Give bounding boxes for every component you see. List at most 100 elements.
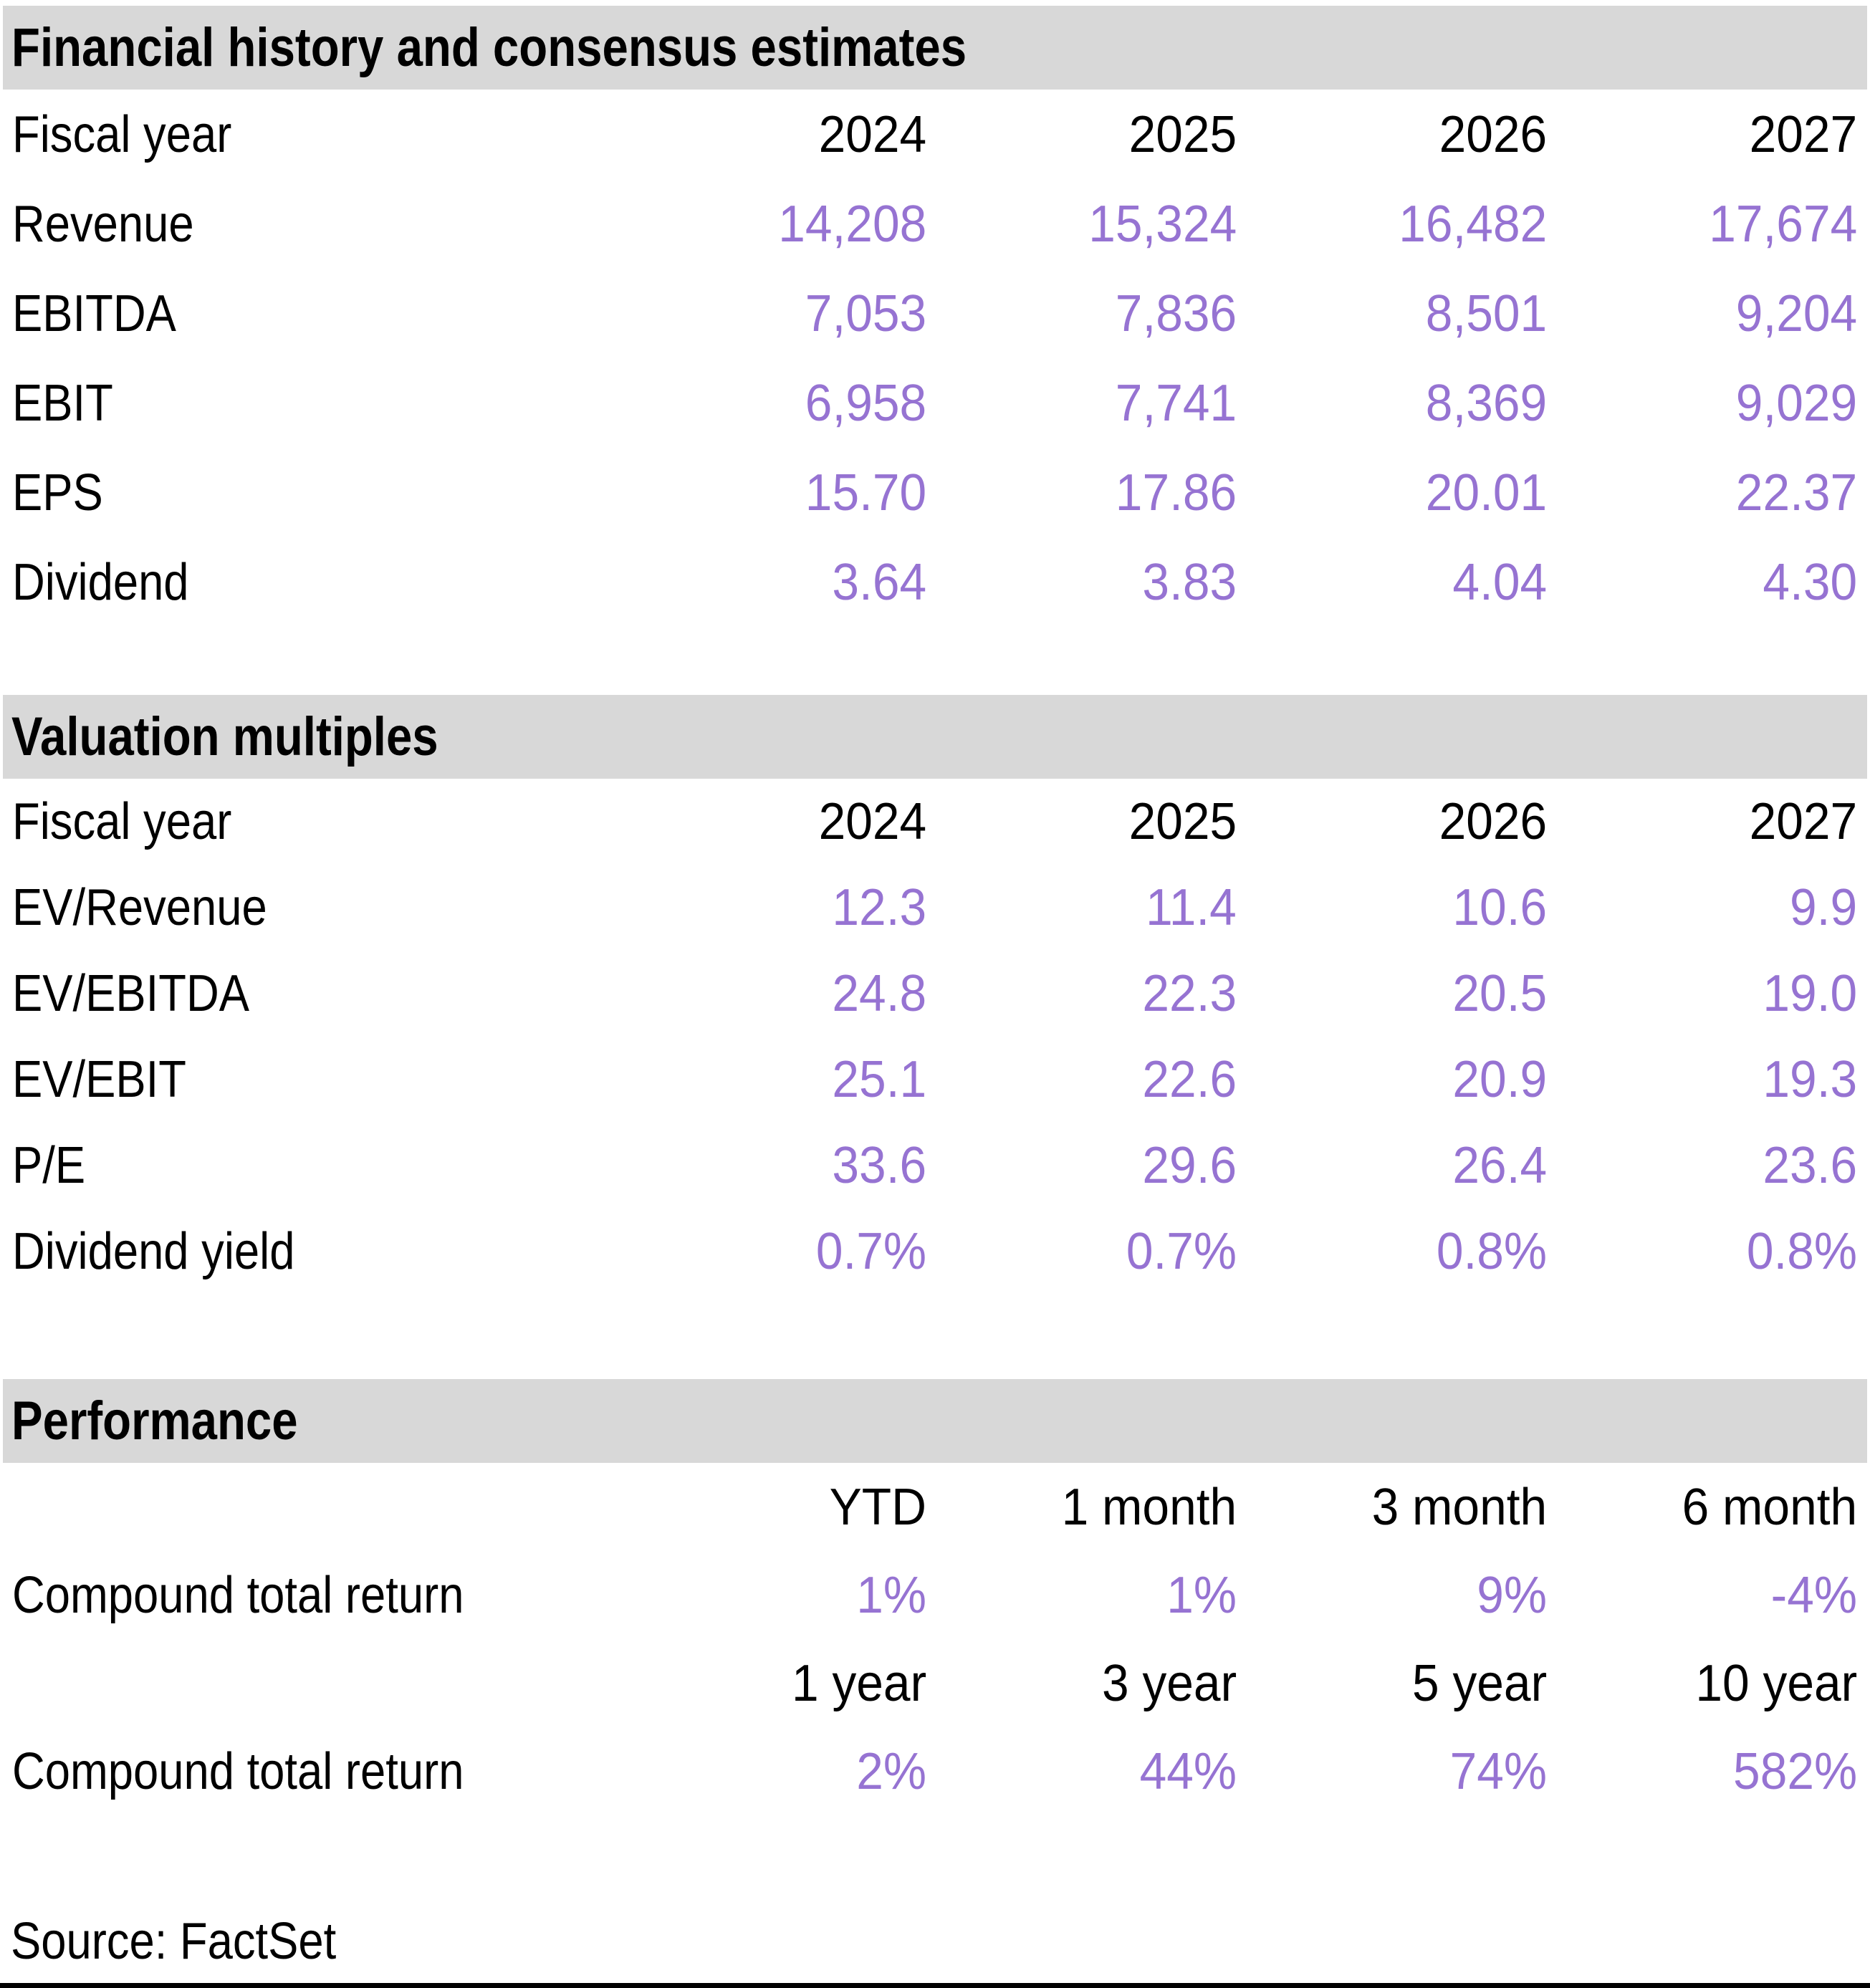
cell-value: -4% [1770, 1566, 1857, 1624]
row-label: EV/Revenue [12, 879, 267, 936]
year-header: 2024 [818, 793, 926, 850]
row-label: Dividend [12, 553, 189, 611]
period-header: 1 year [791, 1654, 926, 1712]
cell-value: 20.01 [1425, 464, 1547, 522]
cell-value: 20.9 [1452, 1051, 1547, 1108]
cell-value: 17.86 [1115, 464, 1237, 522]
row-label: EBITDA [12, 284, 176, 342]
cell-value: 19.0 [1763, 965, 1857, 1022]
cell-value: 10.6 [1452, 879, 1547, 936]
cell-value: 12.3 [832, 879, 926, 936]
year-header: 2026 [1439, 793, 1547, 850]
cell-value: 0.7% [815, 1223, 926, 1280]
table-row-revenue: Revenue 14,208 15,324 16,482 17,674 [0, 179, 1870, 269]
cell-value: 1% [856, 1566, 926, 1624]
year-header: 2024 [818, 105, 926, 163]
year-header: 2025 [1128, 793, 1237, 850]
cell-value: 17,674 [1708, 195, 1857, 253]
period-header: 10 year [1695, 1654, 1857, 1712]
cell-value: 23.6 [1763, 1137, 1857, 1194]
cell-value: 22.37 [1735, 464, 1857, 522]
financial-year-header-row: Fiscal year 2024 2025 2026 2027 [0, 90, 1870, 179]
performance-period-header-row-short: YTD 1 month 3 month 6 month [0, 1463, 1870, 1551]
cell-value: 0.8% [1746, 1223, 1857, 1280]
cell-value: 9.9 [1789, 879, 1857, 936]
cell-value: 15,324 [1088, 195, 1237, 253]
cell-value: 26.4 [1452, 1137, 1547, 1194]
fiscal-year-label: Fiscal year [12, 105, 232, 163]
valuation-year-header-row: Fiscal year 2024 2025 2026 2027 [0, 779, 1870, 865]
cell-value: 7,053 [805, 284, 926, 342]
performance-period-header-row-long: 1 year 3 year 5 year 10 year [0, 1639, 1870, 1727]
table-row-compound-return-long: Compound total return 2% 44% 74% 582% [0, 1727, 1870, 1815]
cell-value: 0.8% [1436, 1223, 1547, 1280]
cell-value: 8,501 [1425, 284, 1547, 342]
table-row-ev-ebitda: EV/EBITDA 24.8 22.3 20.5 19.0 [0, 951, 1870, 1037]
cell-value: 0.7% [1126, 1223, 1237, 1280]
fiscal-year-label: Fiscal year [12, 793, 232, 850]
cell-value: 7,741 [1115, 374, 1237, 432]
year-header: 2026 [1439, 105, 1547, 163]
cell-value: 74% [1449, 1742, 1547, 1800]
year-header: 2025 [1128, 105, 1237, 163]
cell-value: 9% [1477, 1566, 1547, 1624]
row-label: Dividend yield [12, 1223, 295, 1280]
table-row-ev-revenue: EV/Revenue 12.3 11.4 10.6 9.9 [0, 865, 1870, 951]
bottom-divider-rule [0, 1983, 1870, 1988]
financial-section-title: Financial history and consensus estimate… [11, 17, 967, 78]
cell-value: 7,836 [1115, 284, 1237, 342]
table-row-ebit: EBIT 6,958 7,741 8,369 9,029 [0, 358, 1870, 448]
cell-value: 44% [1139, 1742, 1237, 1800]
year-header: 2027 [1749, 793, 1857, 850]
row-label: EPS [12, 464, 103, 522]
cell-value: 22.6 [1142, 1051, 1237, 1108]
cell-value: 4.30 [1763, 553, 1857, 611]
table-row-compound-return-short: Compound total return 1% 1% 9% -4% [0, 1551, 1870, 1639]
row-label: Revenue [12, 195, 194, 253]
table-row-pe: P/E 33.6 29.6 26.4 23.6 [0, 1123, 1870, 1209]
cell-value: 3.83 [1142, 553, 1237, 611]
cell-value: 20.5 [1452, 965, 1547, 1022]
row-label: EV/EBIT [12, 1051, 186, 1108]
valuation-table: Fiscal year 2024 2025 2026 2027 EV/Reven… [0, 779, 1870, 1295]
cell-value: 29.6 [1142, 1137, 1237, 1194]
period-header: 3 month [1371, 1478, 1547, 1536]
financial-table: Fiscal year 2024 2025 2026 2027 Revenue … [0, 90, 1870, 627]
cell-value: 2% [856, 1742, 926, 1800]
valuation-section-header-band: Valuation multiples [3, 695, 1867, 779]
cell-value: 24.8 [832, 965, 926, 1022]
row-label: EBIT [12, 374, 113, 432]
valuation-section-title: Valuation multiples [11, 706, 438, 767]
row-label: P/E [12, 1137, 86, 1194]
cell-value: 1% [1166, 1566, 1237, 1624]
cell-value: 582% [1732, 1742, 1857, 1800]
performance-section-title: Performance [11, 1391, 298, 1451]
performance-section-header-band: Performance [3, 1379, 1867, 1463]
row-label: EV/EBITDA [12, 965, 249, 1022]
cell-value: 19.3 [1763, 1051, 1857, 1108]
table-row-ev-ebit: EV/EBIT 25.1 22.6 20.9 19.3 [0, 1037, 1870, 1123]
cell-value: 14,208 [777, 195, 926, 253]
row-label: Compound total return [12, 1566, 464, 1624]
cell-value: 25.1 [832, 1051, 926, 1108]
table-row-dividend-yield: Dividend yield 0.7% 0.7% 0.8% 0.8% [0, 1209, 1870, 1295]
cell-value: 6,958 [805, 374, 926, 432]
period-header: 3 year [1101, 1654, 1237, 1712]
cell-value: 11.4 [1146, 879, 1237, 936]
cell-value: 4.04 [1452, 553, 1547, 611]
table-row-ebitda: EBITDA 7,053 7,836 8,501 9,204 [0, 269, 1870, 358]
row-label: Compound total return [12, 1742, 464, 1800]
cell-value: 9,204 [1735, 284, 1857, 342]
cell-value: 15.70 [805, 464, 926, 522]
table-row-dividend: Dividend 3.64 3.83 4.04 4.30 [0, 537, 1870, 627]
financial-section-header-band: Financial history and consensus estimate… [3, 6, 1867, 90]
period-header: YTD [829, 1478, 926, 1536]
period-header: 6 month [1682, 1478, 1857, 1536]
performance-table: YTD 1 month 3 month 6 month Compound tot… [0, 1463, 1870, 1815]
source-attribution: Source: FactSet [10, 1913, 337, 1970]
cell-value: 9,029 [1735, 374, 1857, 432]
table-row-eps: EPS 15.70 17.86 20.01 22.37 [0, 448, 1870, 537]
cell-value: 3.64 [832, 553, 926, 611]
cell-value: 22.3 [1142, 965, 1237, 1022]
